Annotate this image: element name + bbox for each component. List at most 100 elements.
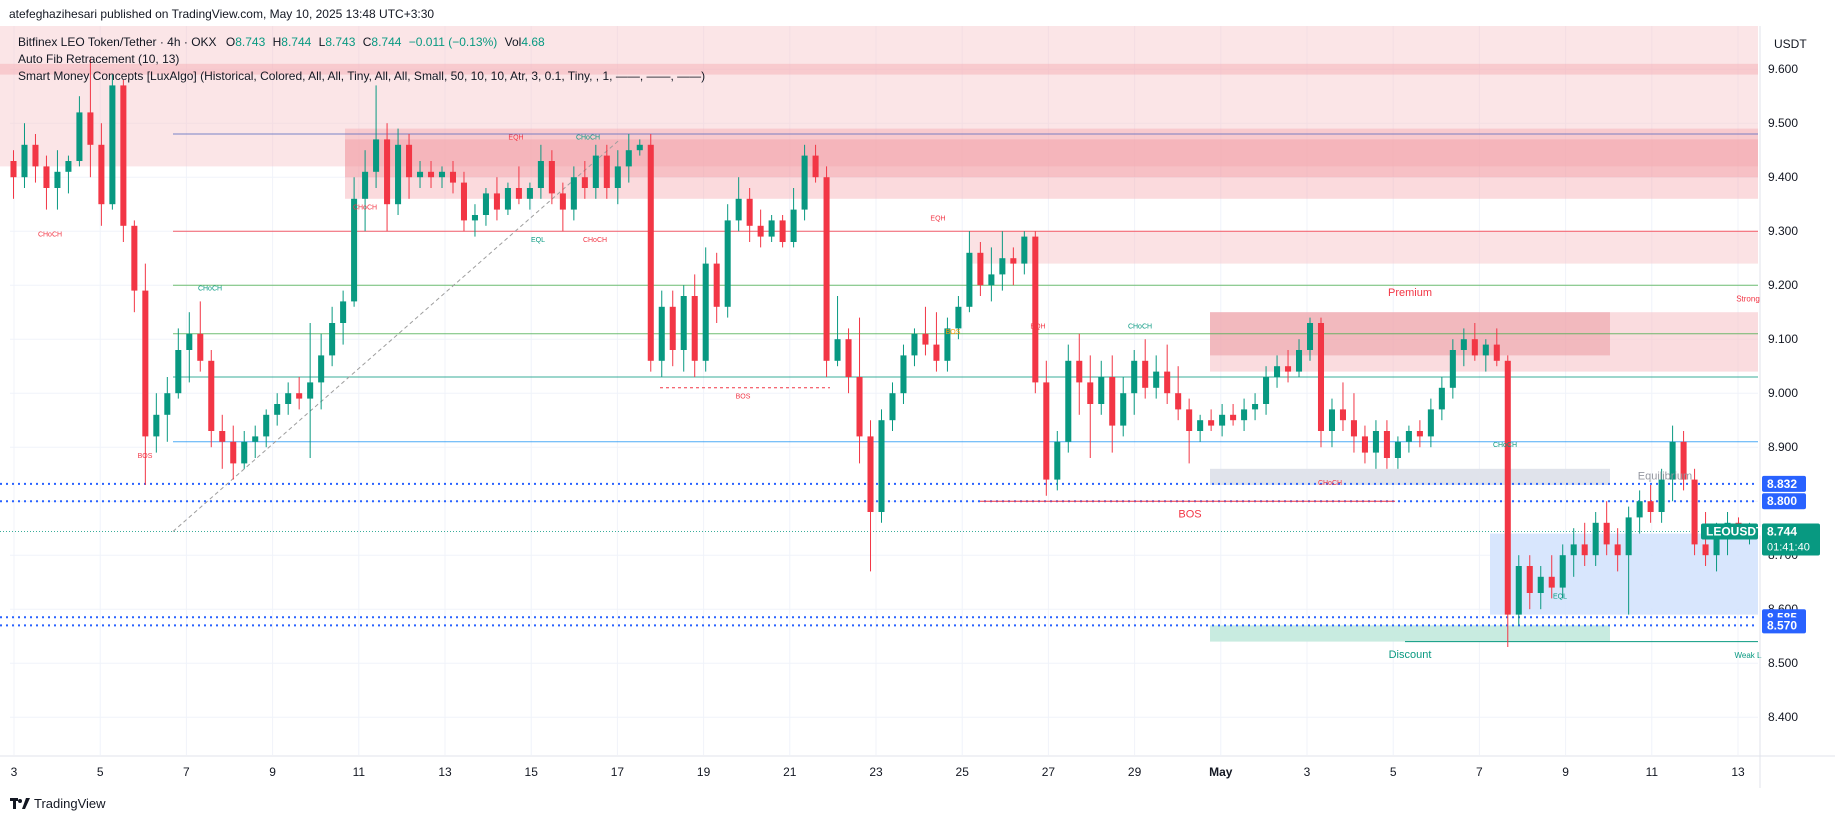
candle-body bbox=[614, 166, 621, 188]
candle-body bbox=[1317, 323, 1325, 431]
candle-body bbox=[504, 188, 511, 210]
candle-body bbox=[955, 306, 962, 329]
candle-body bbox=[1164, 371, 1171, 394]
candle-body bbox=[1372, 431, 1379, 453]
y-tick-label: 9.500 bbox=[1768, 116, 1798, 130]
strong-high-label: Strong bbox=[1736, 294, 1760, 303]
horizontal-levels bbox=[0, 133, 1758, 643]
candle-body bbox=[142, 290, 149, 437]
candle-body bbox=[537, 161, 544, 188]
weak-low-label: Weak L bbox=[1735, 651, 1763, 660]
candle-body bbox=[1087, 382, 1094, 404]
candle-body bbox=[680, 296, 687, 350]
candle-body bbox=[471, 215, 478, 221]
candle-body bbox=[779, 220, 786, 242]
bar-countdown: 01:41:40 bbox=[1767, 541, 1810, 553]
y-tick-label: 9.600 bbox=[1768, 62, 1798, 76]
legend-indicator-fib[interactable]: Auto Fib Retracement (10, 13) bbox=[18, 52, 180, 66]
candle-body bbox=[307, 382, 314, 399]
candle-body bbox=[1076, 360, 1083, 383]
candle-body bbox=[1559, 555, 1566, 588]
candle-body bbox=[746, 198, 753, 226]
candle-body bbox=[977, 252, 984, 286]
candle-body bbox=[1658, 479, 1665, 512]
candle-body bbox=[1361, 436, 1368, 453]
choch-label-7: CHoCH bbox=[38, 232, 62, 239]
candle-body bbox=[1383, 431, 1390, 458]
candle-body bbox=[10, 161, 17, 178]
candle-body bbox=[21, 144, 28, 178]
y-tick-label: 8.900 bbox=[1768, 440, 1798, 454]
premium-zone-mid bbox=[970, 231, 1758, 264]
bos-label-small-2: BOS bbox=[138, 453, 153, 460]
candle-body bbox=[1493, 344, 1500, 361]
candle-body bbox=[417, 171, 424, 178]
price-tag-bg bbox=[1762, 493, 1806, 510]
candle-body bbox=[1691, 479, 1698, 545]
symbol-tag-label: LEOUSDT bbox=[1706, 524, 1764, 538]
x-tick-label: 9 bbox=[1562, 765, 1569, 779]
legend-l-label: L bbox=[318, 35, 326, 49]
candle-body bbox=[252, 436, 259, 442]
currency-label: USDT bbox=[1774, 37, 1807, 51]
candle-body bbox=[87, 112, 94, 145]
candle-body bbox=[32, 144, 39, 167]
y-tick-label: 9.300 bbox=[1768, 224, 1798, 238]
candle-body bbox=[1208, 420, 1215, 426]
candle-body bbox=[702, 263, 709, 361]
candle-body bbox=[1647, 501, 1654, 512]
y-tick-label: 8.400 bbox=[1768, 710, 1798, 724]
candle-body bbox=[1054, 441, 1061, 480]
candle-body bbox=[1120, 393, 1127, 426]
candle-body bbox=[1394, 441, 1401, 458]
candle-body bbox=[274, 404, 281, 415]
premium-label: Premium bbox=[1388, 287, 1432, 299]
candle-body bbox=[1603, 522, 1610, 545]
candle-body bbox=[911, 333, 918, 356]
candle-body bbox=[1142, 360, 1149, 388]
candle-body bbox=[1263, 377, 1270, 404]
legend-indicator-smc[interactable]: Smart Money Concepts [LuxAlgo] (Historic… bbox=[18, 69, 706, 83]
footer-brand: TradingView bbox=[34, 796, 106, 811]
candle-body bbox=[153, 414, 160, 437]
candle-body bbox=[1109, 377, 1116, 426]
candle-body bbox=[1515, 566, 1522, 615]
legend-symbol-row[interactable]: Bitfinex LEO Token/Tether · 4h · OKX O8.… bbox=[18, 34, 705, 51]
candle-body bbox=[812, 155, 819, 178]
candle-body bbox=[186, 333, 193, 350]
x-tick-label: 7 bbox=[1476, 765, 1483, 779]
x-tick-label: 11 bbox=[353, 765, 366, 779]
price-tag-bg bbox=[1762, 475, 1806, 492]
eql-label-2: EQL bbox=[1553, 593, 1567, 600]
legend-volume: 4.68 bbox=[521, 35, 545, 49]
order-block-bullish bbox=[1490, 533, 1758, 615]
last-price-value: 8.744 bbox=[1767, 524, 1797, 538]
legend-symbol[interactable]: Bitfinex LEO Token/Tether · 4h · OKX bbox=[18, 35, 217, 49]
candle-body bbox=[1548, 576, 1555, 588]
candle-body bbox=[625, 150, 632, 167]
candle-body bbox=[878, 420, 885, 512]
x-tick-label: 13 bbox=[1731, 765, 1745, 779]
candle-body bbox=[1636, 501, 1643, 518]
legend-open: 8.743 bbox=[235, 35, 266, 49]
legend-vol-label: Vol bbox=[504, 35, 522, 49]
candle-body bbox=[944, 328, 951, 361]
candle-body bbox=[1526, 566, 1533, 593]
supply-zone-upper bbox=[345, 128, 1758, 199]
choch-label-6: CHoCH bbox=[583, 237, 607, 244]
candle-body bbox=[1680, 441, 1687, 480]
price-tag-value: 8.570 bbox=[1767, 618, 1797, 632]
x-tick-label: 5 bbox=[97, 765, 104, 779]
last-price-tag-bg bbox=[1762, 523, 1820, 556]
eql-label: EQL bbox=[531, 237, 545, 244]
symbol-tag-bg bbox=[1701, 523, 1758, 540]
candle-body bbox=[867, 436, 874, 512]
candlestick-series bbox=[10, 58, 1753, 647]
candle-body bbox=[570, 177, 577, 210]
candle-body bbox=[790, 209, 797, 242]
x-tick-label: 23 bbox=[869, 765, 883, 779]
candle-body bbox=[856, 377, 863, 437]
candle-body bbox=[329, 323, 336, 356]
